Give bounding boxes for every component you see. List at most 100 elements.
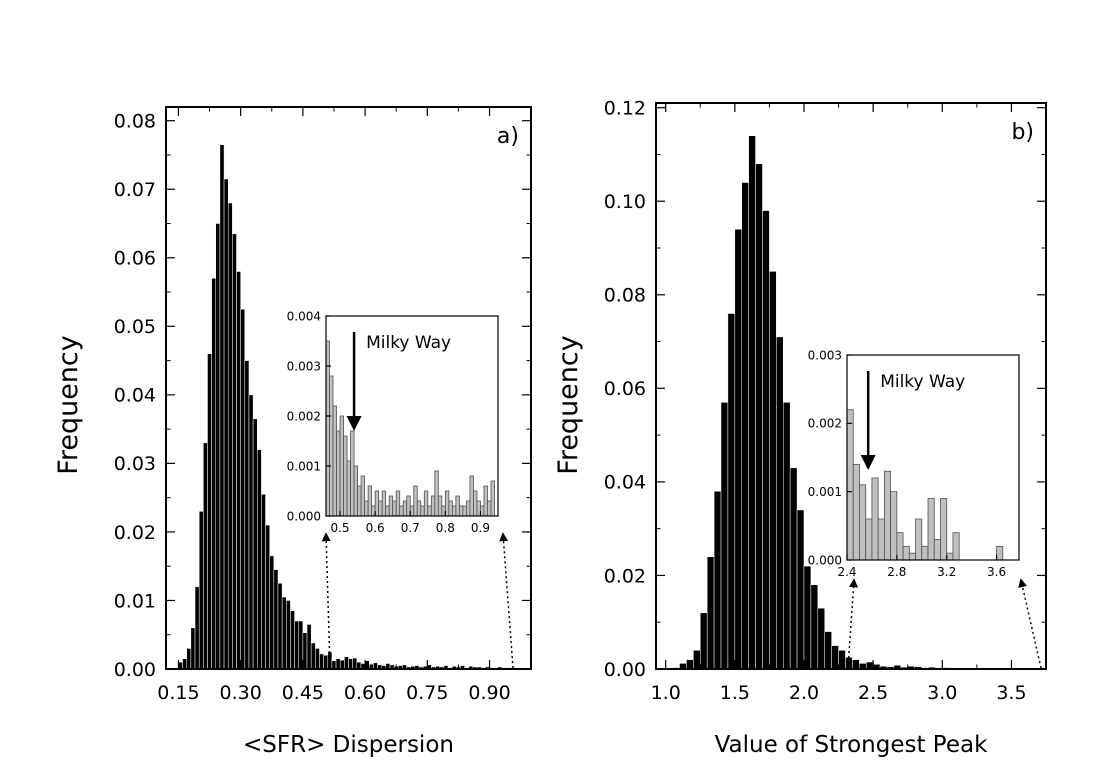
panel-b-bar bbox=[776, 336, 784, 670]
milky-way-label: Milky Way bbox=[366, 333, 451, 353]
panel-b-bar bbox=[700, 612, 708, 670]
inset-connector-arrow bbox=[499, 532, 514, 669]
panel-b-bar bbox=[713, 490, 722, 670]
panel-a-bar bbox=[281, 596, 287, 670]
panel-a-bars bbox=[178, 144, 511, 670]
inset-bar bbox=[381, 490, 387, 517]
panel-a-bar bbox=[198, 511, 204, 670]
panel-a-y-tick-label: 0.06 bbox=[114, 248, 156, 270]
inset-bar bbox=[469, 475, 474, 517]
panel-a-bar bbox=[186, 648, 192, 670]
panel-a-bar bbox=[252, 418, 258, 670]
panel-a-bar bbox=[273, 569, 279, 670]
milky-way-label: Milky Way bbox=[880, 372, 965, 392]
inset-bar bbox=[933, 539, 941, 561]
inset-bar bbox=[357, 485, 362, 517]
panel-b-bar bbox=[762, 210, 770, 670]
inset-x-tick-label: 0.7 bbox=[401, 521, 420, 535]
inset-bar bbox=[883, 470, 892, 561]
inset-bar bbox=[487, 500, 492, 517]
inset-x-tick-label: 2.4 bbox=[837, 565, 856, 579]
panel-b-x-tick-label: 3.0 bbox=[927, 682, 957, 704]
inset-bar bbox=[996, 545, 1004, 561]
inset-bar bbox=[332, 405, 337, 517]
inset-y-tick-label: 0.000 bbox=[808, 553, 842, 567]
panel-b-bar bbox=[865, 661, 874, 670]
panel-b-y-tick-label: 0.12 bbox=[604, 98, 646, 120]
panel-a-x-tick-label: 0.75 bbox=[406, 682, 448, 704]
panel-b-bar bbox=[810, 584, 819, 670]
inset-x-tick-label: 3.2 bbox=[937, 565, 956, 579]
panel-a-bar bbox=[269, 555, 275, 670]
panel-a-bar bbox=[323, 655, 329, 670]
panel-a-bar bbox=[315, 648, 320, 670]
inset-bar bbox=[455, 495, 460, 517]
panel-a-bar bbox=[348, 658, 353, 670]
panel-b-bar bbox=[803, 565, 812, 670]
panel-a-y-tick-label: 0.01 bbox=[114, 590, 156, 612]
panel-a-bar bbox=[182, 658, 187, 670]
panel-a-x-tick-label: 0.45 bbox=[282, 682, 324, 704]
inset-bar bbox=[490, 480, 495, 517]
panel-a-y-tick-label: 0.03 bbox=[114, 453, 156, 475]
panel-a-bar bbox=[215, 223, 221, 670]
inset-bar bbox=[462, 505, 467, 517]
panel-a-y-tick-label: 0.04 bbox=[114, 385, 156, 407]
inset-bar bbox=[430, 495, 436, 517]
inset-frame bbox=[846, 354, 1020, 561]
inset-bar bbox=[413, 485, 418, 517]
panel-a-bar bbox=[277, 583, 283, 670]
inset-bars bbox=[325, 340, 495, 517]
inset-bar bbox=[915, 518, 923, 561]
panel-a-bar bbox=[194, 586, 200, 670]
inset-y-tick-label: 0.003 bbox=[287, 359, 321, 373]
panel-b-y-tick-label: 0.08 bbox=[604, 285, 646, 307]
inset-bar bbox=[927, 498, 935, 561]
panel-b-bar bbox=[769, 271, 777, 670]
inset-bar bbox=[946, 552, 954, 561]
panel-a-bar bbox=[290, 610, 295, 670]
inset-bar bbox=[437, 495, 443, 517]
inset-bar bbox=[458, 505, 464, 517]
panel-a-bar bbox=[248, 394, 254, 670]
inset-x-tick-label: 2.8 bbox=[887, 565, 906, 579]
panel-b-y-tick-label: 0.06 bbox=[604, 378, 646, 400]
panel-b-x-tick-label: 2.5 bbox=[858, 682, 888, 704]
inset-x-tick-label: 0.6 bbox=[366, 521, 385, 535]
panel-b-x-tick-label: 1.5 bbox=[720, 682, 750, 704]
inset-bar bbox=[399, 505, 404, 517]
panel-b-bar bbox=[686, 659, 694, 670]
panel-b-bar bbox=[789, 467, 798, 670]
panel-a-bar bbox=[302, 632, 308, 670]
inset-bar bbox=[908, 552, 916, 561]
panel-label: a) bbox=[497, 124, 519, 149]
inset-bar bbox=[952, 532, 960, 561]
inset-bar bbox=[336, 430, 341, 517]
inset-bar bbox=[852, 463, 860, 561]
inset-connector-arrow bbox=[1018, 578, 1042, 669]
panel-b-y-tick-label: 0.02 bbox=[604, 565, 646, 587]
y-axis-label: Frequency bbox=[53, 335, 84, 475]
panel-b-x-tick-label: 3.5 bbox=[996, 682, 1026, 704]
inset-bar bbox=[350, 430, 355, 517]
panel-b-bar bbox=[706, 556, 715, 670]
inset-bar bbox=[360, 475, 366, 517]
panel-a-x-tick-label: 0.90 bbox=[468, 682, 510, 704]
inset-y-tick-label: 0.000 bbox=[287, 509, 321, 523]
panel-a-bar bbox=[240, 308, 246, 670]
inset-bar bbox=[346, 460, 351, 517]
x-axis-label: Value of Strongest Peak bbox=[715, 732, 989, 758]
panel-a-bar bbox=[178, 661, 183, 670]
inset-bar bbox=[353, 465, 358, 517]
inset-bar bbox=[388, 495, 394, 517]
panel-a-bar bbox=[356, 661, 362, 670]
x-axis-label: <SFR> Dispersion bbox=[243, 732, 454, 758]
panel-b-bar bbox=[741, 182, 749, 670]
inset-bar bbox=[921, 545, 929, 561]
panel-a-x-tick-label: 0.60 bbox=[344, 682, 386, 704]
panel-a-bar bbox=[294, 620, 299, 670]
panel-b-x-tick-label: 1.0 bbox=[651, 682, 681, 704]
inset-bar bbox=[385, 505, 390, 517]
inset-connector-arrow bbox=[321, 532, 331, 669]
inset-y-tick-label: 0.004 bbox=[287, 309, 321, 323]
